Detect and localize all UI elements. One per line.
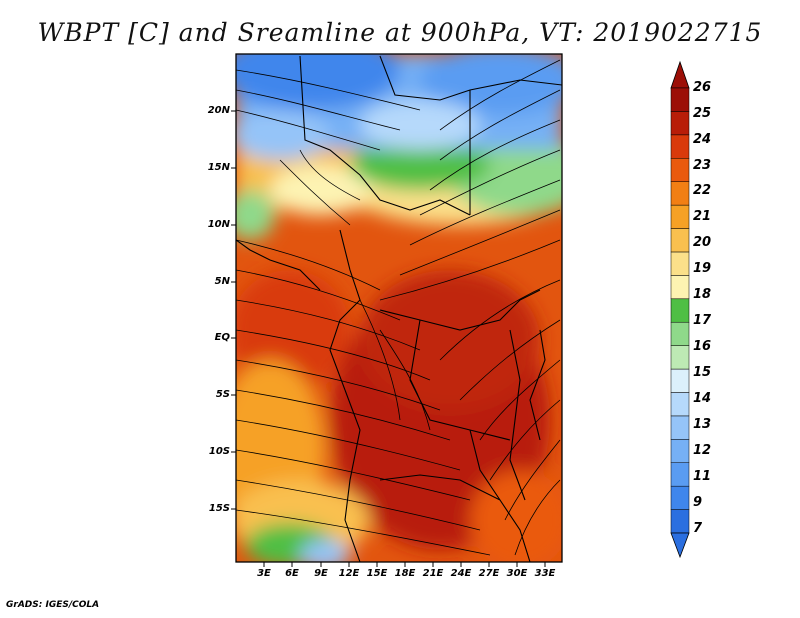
colorbar-segment bbox=[670, 158, 690, 182]
colorbar-label: 9 bbox=[693, 495, 703, 510]
y-tick-label: 10N bbox=[207, 219, 230, 230]
y-tick-label: 15S bbox=[208, 503, 230, 514]
colorbar-segment bbox=[670, 87, 690, 112]
x-tick-label: 6E bbox=[285, 568, 299, 579]
colorbar-label: 14 bbox=[693, 391, 712, 406]
colorbar-label: 23 bbox=[693, 158, 712, 173]
y-tick-label: 20N bbox=[207, 105, 230, 116]
colorbar-label: 18 bbox=[693, 287, 712, 302]
colorbar-label: 19 bbox=[693, 261, 712, 276]
colorbar-segment bbox=[670, 415, 690, 440]
colorbar-top-arrow bbox=[670, 60, 690, 89]
y-tick-label: 15N bbox=[207, 162, 230, 173]
chart-title: WBPT [C] and Sreamline at 900hPa, VT: 20… bbox=[37, 18, 763, 47]
colorbar-segment bbox=[670, 439, 690, 463]
x-tick-label: 12E bbox=[338, 568, 360, 579]
x-tick-label: 15E bbox=[366, 568, 388, 579]
colorbar-label: 25 bbox=[693, 106, 712, 121]
map-frame bbox=[235, 53, 563, 563]
colorbar-segment bbox=[670, 345, 690, 370]
colorbar-segment bbox=[670, 251, 690, 276]
colorbar-label: 12 bbox=[693, 443, 712, 458]
credit-text: GrADS: IGES/COLA bbox=[6, 600, 100, 610]
colorbar-label: 22 bbox=[693, 183, 712, 198]
x-tick-label: 27E bbox=[478, 568, 500, 579]
y-tick-label: 10S bbox=[208, 446, 230, 457]
colorbar-segment bbox=[670, 485, 690, 510]
colorbar-segment bbox=[670, 181, 690, 206]
colorbar-label: 7 bbox=[693, 521, 703, 536]
x-tick-label: 33E bbox=[534, 568, 556, 579]
x-tick-label: 18E bbox=[394, 568, 416, 579]
colorbar-segment bbox=[670, 298, 690, 323]
colorbar-bottom-arrow bbox=[670, 532, 690, 559]
x-tick-label: 9E bbox=[314, 568, 328, 579]
x-tick-label: 21E bbox=[422, 568, 444, 579]
colorbar-segment bbox=[670, 368, 690, 393]
axis-ticks bbox=[231, 110, 546, 567]
x-tick-label: 24E bbox=[450, 568, 472, 579]
colorbar bbox=[670, 60, 690, 559]
colorbar-label: 20 bbox=[693, 235, 712, 250]
colorbar-label: 13 bbox=[693, 417, 712, 432]
y-tick-label: 5N bbox=[214, 276, 230, 287]
colorbar-segment bbox=[670, 321, 690, 346]
y-tick-label: 5S bbox=[215, 389, 230, 400]
colorbar-segment bbox=[670, 462, 690, 487]
colorbar-segment bbox=[670, 509, 690, 534]
colorbar-segment bbox=[670, 111, 690, 136]
colorbar-label: 16 bbox=[693, 339, 712, 354]
colorbar-label: 15 bbox=[693, 365, 712, 380]
colorbar-label: 11 bbox=[693, 469, 712, 484]
colorbar-label: 26 bbox=[693, 80, 712, 95]
wbpt-field bbox=[236, 54, 562, 562]
y-tick-label: EQ bbox=[214, 332, 230, 343]
streamlines bbox=[236, 59, 561, 556]
x-tick-label: 3E bbox=[257, 568, 271, 579]
colorbar-segment bbox=[670, 275, 690, 300]
country-borders bbox=[236, 55, 562, 562]
x-tick-label: 30E bbox=[506, 568, 528, 579]
colorbar-segment bbox=[670, 134, 690, 159]
colorbar-segment bbox=[670, 392, 690, 417]
colorbar-label: 24 bbox=[693, 132, 712, 147]
colorbar-label: 21 bbox=[693, 209, 712, 224]
colorbar-segment bbox=[670, 204, 690, 229]
colorbar-label: 17 bbox=[693, 313, 712, 328]
colorbar-segment bbox=[670, 228, 690, 253]
